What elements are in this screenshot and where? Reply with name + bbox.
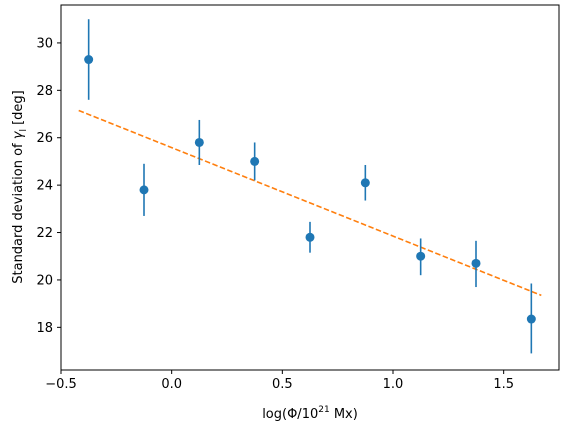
data-point: [526, 314, 536, 324]
x-tick-label: 1.0: [383, 377, 404, 392]
data-point: [360, 178, 370, 188]
x-tick-label: 0.5: [272, 377, 293, 392]
data-point: [305, 232, 315, 242]
data-point: [416, 251, 426, 261]
y-tick-label: 30: [36, 36, 53, 51]
fit-line: [78, 109, 542, 297]
y-tick-label: 18: [36, 321, 53, 336]
y-tick-label: 22: [36, 226, 53, 241]
plot-frame: [60, 4, 560, 371]
plot-content: [78, 19, 542, 354]
y-tick-label: 28: [36, 84, 53, 99]
x-tick-label: −0.5: [45, 377, 77, 392]
data-point: [471, 258, 481, 268]
y-axis: 18 20 22 24 26 28 30: [36, 36, 61, 336]
x-tick-label: 0.0: [161, 377, 182, 392]
data-point: [194, 137, 204, 147]
x-tick-label: 1.5: [493, 377, 514, 392]
data-point: [250, 156, 260, 166]
x-axis-title: log(Φ/1021 Mx): [262, 405, 358, 422]
data-point: [139, 185, 149, 195]
x-axis: −0.5 0.0 0.5 1.0 1.5: [45, 370, 514, 392]
y-tick-label: 24: [36, 179, 53, 194]
y-tick-label: 20: [36, 273, 53, 288]
data-point: [84, 55, 94, 65]
y-axis-title: Standard deviation of γl [deg]: [11, 90, 29, 284]
y-tick-label: 26: [36, 131, 53, 146]
